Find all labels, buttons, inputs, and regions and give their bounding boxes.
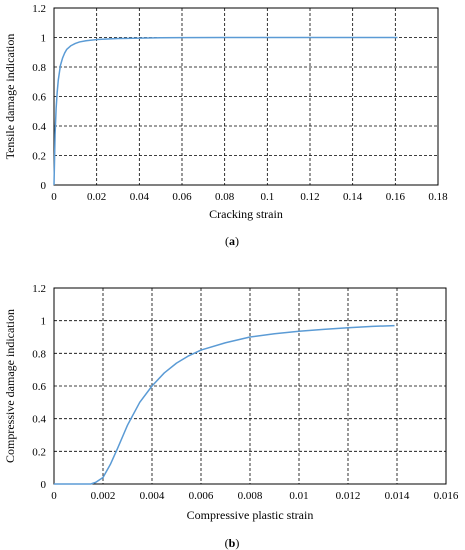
chart-a-x-tick-label: 0.16 xyxy=(386,191,406,203)
chart-a-y-tick-label: 0.8 xyxy=(32,62,46,74)
chart-b-caption-letter: b xyxy=(229,536,236,550)
chart-a-x-tick-label: 0.06 xyxy=(172,191,192,203)
chart-b-caption: (b) xyxy=(225,536,240,550)
chart-b-y-tick-label: 0 xyxy=(41,479,47,491)
chart-b-x-tick-label: 0.002 xyxy=(91,490,116,502)
chart-a-x-axis-label: Cracking strain xyxy=(209,207,283,221)
chart-b-x-axis-label: Compressive plastic strain xyxy=(187,508,314,522)
chart-b-y-tick-label: 1 xyxy=(41,316,47,328)
chart-a-x-tick-label: 0.04 xyxy=(130,191,150,203)
chart-a-x-tick-label: 0.18 xyxy=(428,191,448,203)
chart-b-x-tick-label: 0.004 xyxy=(140,490,165,502)
chart-a-y-axis-label: Tensile damage indication xyxy=(3,34,17,160)
chart-a-y-tick-label: 0 xyxy=(41,180,47,192)
chart-a-series-line xyxy=(53,36,398,186)
chart-a-x-tick-label: 0 xyxy=(51,191,57,203)
chart-b-x-tick-label: 0.016 xyxy=(434,490,459,502)
chart-a-x-tick-label: 0.12 xyxy=(300,191,319,203)
chart-a-caption-close: ) xyxy=(235,234,239,248)
chart-a-caption-letter: a xyxy=(229,234,235,248)
chart-b-series-line xyxy=(54,324,395,485)
chart-b-y-tick-label: 1.2 xyxy=(32,283,46,295)
chart-b-caption-open: ( xyxy=(225,536,229,550)
chart-a-y-tick-label: 0.6 xyxy=(32,92,46,104)
chart-a-caption: (a) xyxy=(225,234,239,248)
chart-a-y-tick-label: 0.4 xyxy=(32,121,46,133)
chart-b-y-tick-label: 0.4 xyxy=(32,414,46,426)
chart-b-y-tick-label: 0.6 xyxy=(32,381,46,393)
chart-a-caption-open: ( xyxy=(225,234,229,248)
chart-b-y-axis-label: Compressive damage indication xyxy=(3,309,17,463)
chart-b-y-tick-label: 0.2 xyxy=(32,446,46,458)
chart-b-x-tick-label: 0.012 xyxy=(336,490,361,502)
chart-a-y-tick-label: 1.2 xyxy=(32,3,46,15)
chart-b-x-tick-label: 0.014 xyxy=(385,490,410,502)
chart-a-x-tick-label: 0.14 xyxy=(343,191,363,203)
chart-a-x-tick-label: 0.02 xyxy=(87,191,106,203)
chart-a-y-tick-label: 0.2 xyxy=(32,151,46,163)
chart-b-x-tick-label: 0.01 xyxy=(289,490,308,502)
chart-b-caption-close: ) xyxy=(235,536,239,550)
chart-b-x-tick-label: 0.006 xyxy=(189,490,214,502)
chart-a-x-tick-label: 0.1 xyxy=(260,191,274,203)
chart-b-y-tick-label: 0.8 xyxy=(32,348,46,360)
chart-b-x-tick-label: 0.008 xyxy=(238,490,263,502)
chart-b-x-tick-label: 0 xyxy=(51,490,57,502)
chart-a-x-tick-label: 0.08 xyxy=(215,191,235,203)
chart-a-y-tick-label: 1 xyxy=(41,33,47,45)
